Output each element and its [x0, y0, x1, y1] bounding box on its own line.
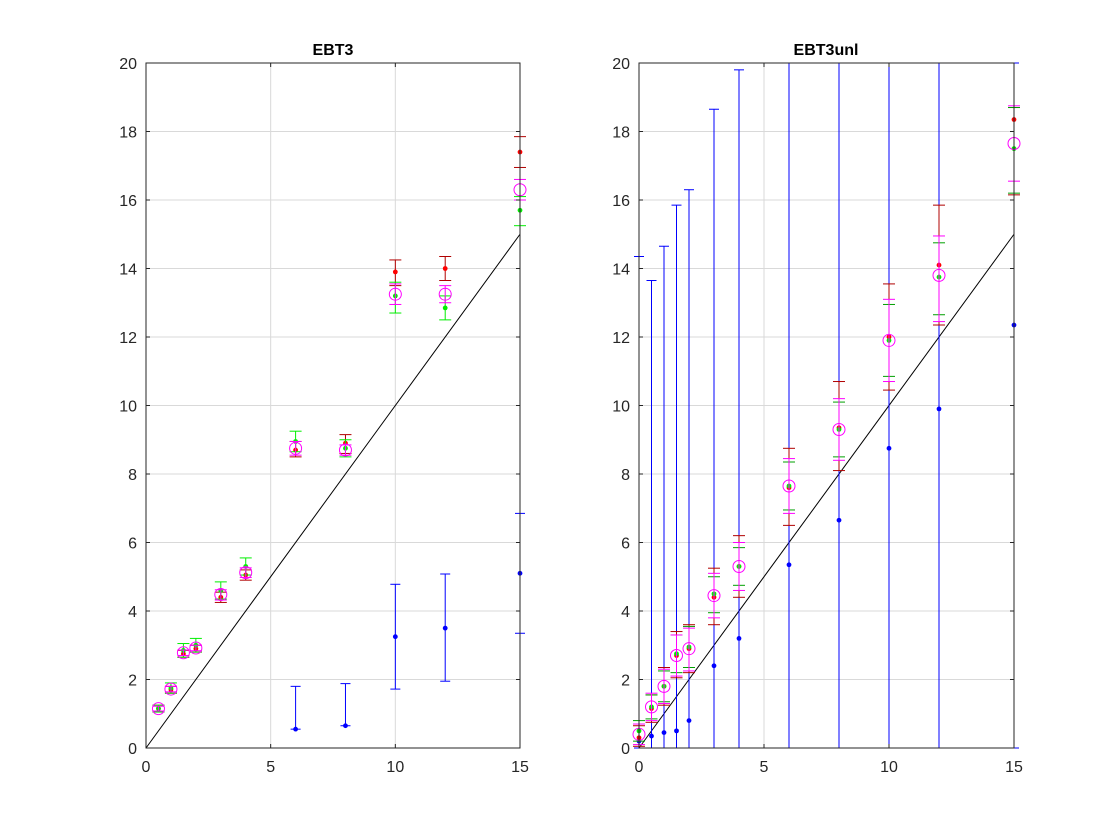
y-tick-label: 0	[621, 741, 630, 758]
x-tick-label: 0	[635, 759, 644, 776]
x-tick-label: 10	[880, 759, 898, 776]
data-point-circle	[289, 441, 303, 455]
y-tick-label: 18	[119, 125, 137, 142]
series-magenta	[151, 178, 527, 716]
error-bar	[645, 692, 658, 722]
plot-title: EBT3unl	[794, 42, 859, 59]
data-point-circle	[214, 588, 228, 602]
ticks: 0 5 10 15 0 2 4 6 8 10 12 14 16 18 20	[119, 56, 529, 776]
data-point	[686, 718, 692, 723]
error-bar	[708, 572, 720, 619]
y-tick-label: 18	[612, 125, 630, 142]
error-bar	[670, 634, 683, 677]
error-bar	[733, 542, 745, 591]
data-point-circle	[151, 702, 165, 716]
series-blue	[290, 512, 525, 732]
y-tick-label: 10	[119, 399, 137, 416]
data-point-circle	[707, 589, 721, 603]
y-tick-label: 8	[621, 467, 630, 484]
error-bar	[783, 458, 795, 514]
data-point	[392, 634, 398, 640]
data-point	[649, 733, 654, 739]
error-bar	[683, 627, 695, 672]
y-tick-label: 14	[612, 262, 630, 279]
error-bar	[339, 444, 352, 456]
data-point	[886, 445, 892, 451]
error-bar	[152, 705, 165, 712]
data-point	[661, 730, 667, 735]
error-bar	[658, 668, 670, 704]
data-point-circle	[239, 566, 253, 580]
y-tick-label: 12	[119, 330, 137, 347]
y-tick-label: 6	[128, 536, 137, 553]
data-point	[836, 517, 842, 523]
y-tick-label: 20	[612, 56, 630, 73]
data-point	[442, 266, 448, 271]
y-tick-label: 16	[612, 193, 630, 210]
data-point-circle	[732, 559, 746, 573]
data-point-circle	[176, 646, 190, 660]
data-point-circle	[388, 287, 402, 301]
left-plot-ebt3: 0 5 10 15 0 2 4 6 8 10 12 14 16 18 20 EBT3	[119, 42, 529, 776]
x-tick-label: 0	[142, 759, 151, 776]
data-point	[442, 305, 448, 311]
ticks: 0 5 10 15 0 2 4 6 8 10 12 14 16 18 20	[612, 56, 1023, 776]
right-plot-ebt3unl: 0 5 10 15 0 2 4 6 8 10 12 14 16 18 20 EBT3unl	[612, 42, 1023, 776]
data-point-circle	[338, 443, 352, 457]
data-point-circle	[645, 700, 658, 714]
y-tick-label: 10	[612, 399, 630, 416]
data-point	[442, 625, 448, 631]
x-tick-label: 5	[266, 759, 275, 776]
error-bar	[389, 283, 402, 305]
data-point	[736, 636, 742, 641]
data-point	[293, 726, 298, 732]
y-tick-label: 8	[128, 467, 137, 484]
data-point-circle	[682, 642, 696, 656]
error-bar	[164, 685, 177, 693]
y-tick-label: 2	[621, 673, 630, 690]
error-bar	[289, 440, 302, 456]
data-point-circle	[882, 333, 896, 347]
y-tick-label: 14	[119, 262, 137, 279]
x-tick-label: 15	[511, 759, 529, 776]
y-tick-label: 2	[128, 673, 137, 690]
plot-title: EBT3	[313, 42, 354, 59]
y-tick-label: 0	[128, 741, 137, 758]
x-tick-label: 10	[386, 759, 404, 776]
error-bar	[189, 644, 202, 652]
data-point	[711, 663, 717, 669]
x-tick-label: 15	[1005, 759, 1023, 776]
data-point	[674, 728, 679, 734]
error-bar	[177, 649, 190, 657]
error-bar	[883, 298, 895, 383]
y-tick-label: 12	[612, 330, 630, 347]
data-point-circle	[164, 682, 178, 696]
y-tick-label: 16	[119, 193, 137, 210]
data-point-circle	[670, 649, 683, 663]
data-point-circle	[832, 422, 846, 436]
identity-line	[145, 233, 521, 749]
y-tick-label: 6	[621, 536, 630, 553]
y-tick-label: 4	[621, 604, 630, 621]
data-point	[936, 406, 942, 412]
data-point	[392, 269, 398, 275]
data-point	[343, 723, 348, 729]
data-point-circle	[657, 679, 671, 693]
y-tick-label: 20	[119, 56, 137, 73]
y-tick-label: 4	[128, 604, 137, 621]
x-tick-label: 5	[760, 759, 769, 776]
data-point-circle	[932, 268, 946, 282]
data-point	[786, 562, 792, 568]
error-bar	[833, 398, 845, 461]
data-point-circle	[438, 287, 452, 301]
data-point-circle	[782, 479, 796, 493]
error-bar	[933, 235, 945, 323]
identity-line	[638, 233, 1015, 749]
data-point-circle	[189, 641, 203, 655]
